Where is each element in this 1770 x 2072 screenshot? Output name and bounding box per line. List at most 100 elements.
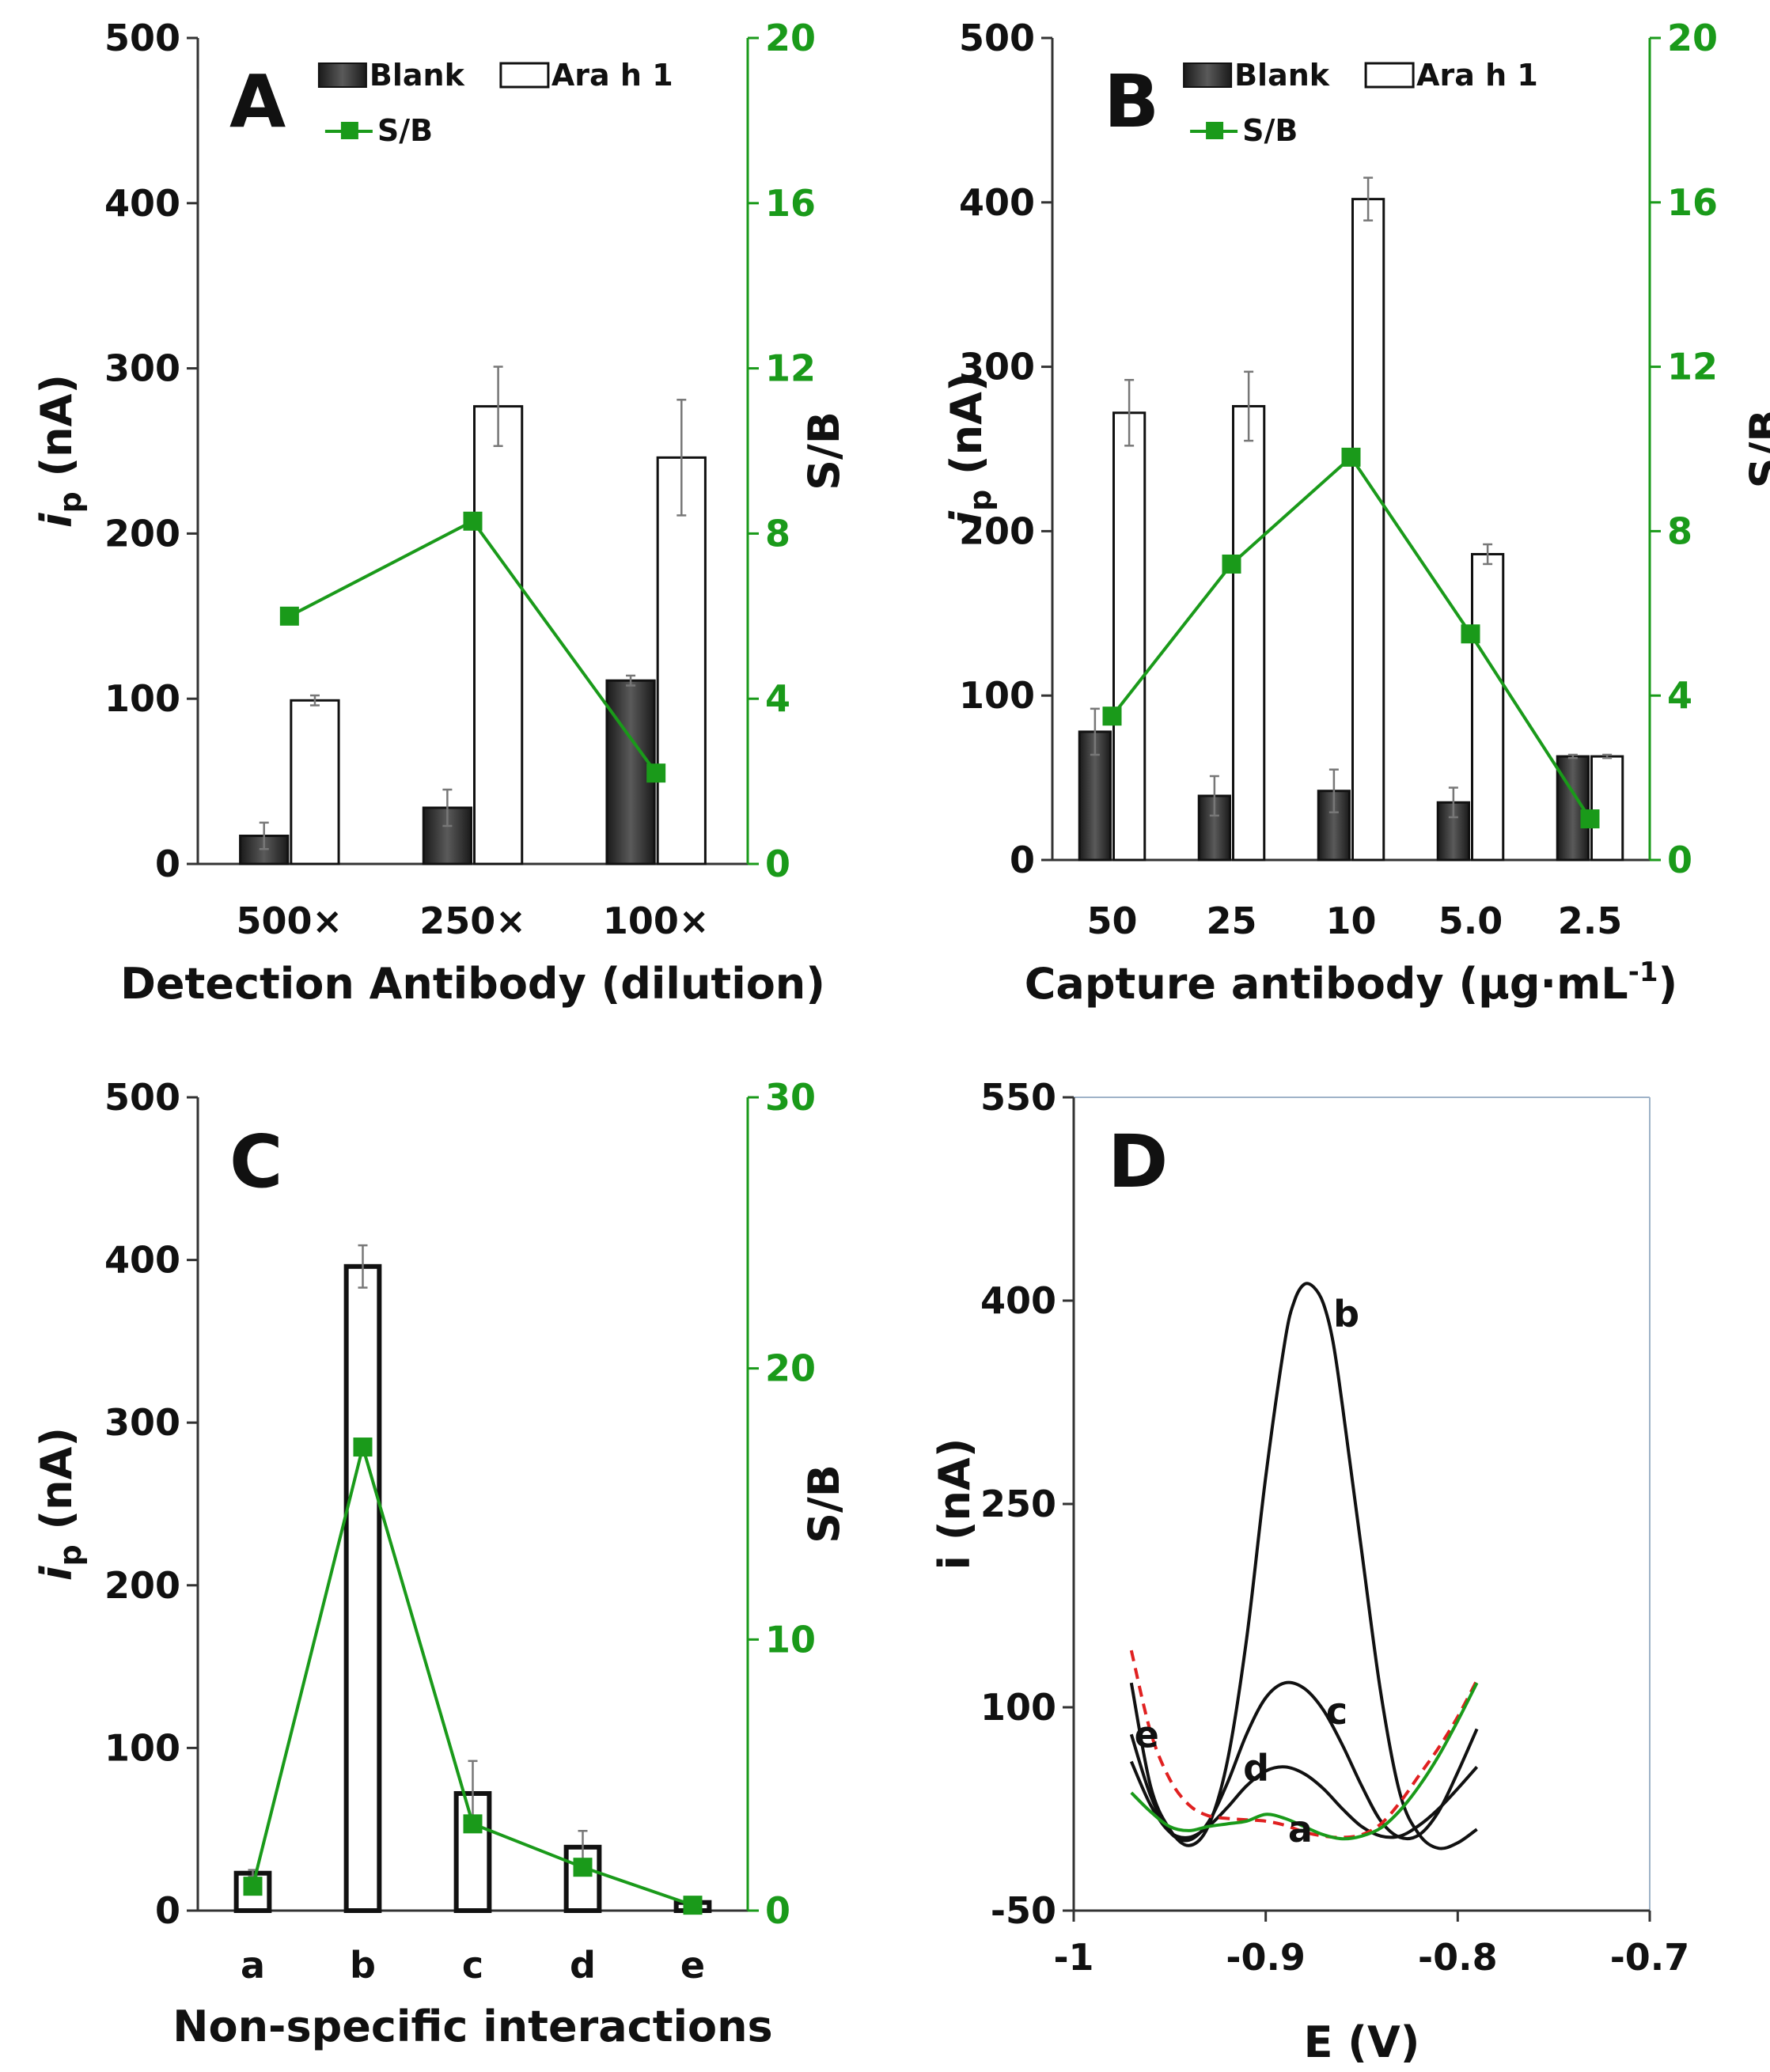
y2-tick-label: 8: [1667, 509, 1692, 552]
sb-marker-4: [683, 1896, 703, 1915]
panel-letter: C: [229, 1119, 283, 1204]
y-axis-label: i (nA): [930, 1438, 980, 1570]
sb-line: [288, 519, 658, 775]
x-axis-label-text: Non-specific interactions: [172, 2002, 772, 2051]
sb-marker-0: [279, 606, 299, 626]
y-tick-label: 100: [959, 674, 1035, 717]
y-tick-label: -50: [991, 1889, 1056, 1932]
y-axis-label: ip (nA): [32, 1427, 88, 1581]
y-tick-label: 100: [980, 1686, 1056, 1729]
y-tick-label: 400: [104, 182, 180, 225]
x-tick-label: a: [241, 1944, 265, 1987]
y-tick-label: 300: [104, 1401, 180, 1444]
y-axis-label: ip (nA): [942, 372, 998, 525]
y2-tick-label: 0: [765, 1889, 790, 1932]
curve-label-b: b: [1333, 1293, 1359, 1335]
bar-sample-0: [1112, 411, 1147, 862]
y-axis-label-var: i: [942, 510, 991, 526]
legend-swatch-sample: [499, 62, 550, 89]
y-tick-label: 300: [959, 346, 1035, 388]
sb-marker-0: [1102, 706, 1122, 726]
y-tick-label: 100: [104, 1726, 180, 1769]
x-axis-label-end: ): [1658, 959, 1678, 1009]
x-tick-label: -0.9: [1226, 1936, 1306, 1979]
y-axis-label-unit: (nA): [32, 374, 81, 491]
panel-letter: D: [1108, 1119, 1168, 1204]
y-tick-label: 500: [104, 1076, 180, 1119]
y2-tick-label: 0: [765, 843, 790, 885]
x-tick-label: d: [570, 1944, 596, 1987]
y2-tick-label: 16: [1667, 181, 1718, 224]
x-tick-label: b: [350, 1944, 376, 1987]
legend-label-blank: Blank: [370, 58, 465, 93]
y2-tick-label: 4: [1667, 674, 1692, 717]
x-tick-label: 250×: [419, 900, 526, 942]
y2-tick-label: 8: [765, 512, 790, 555]
y-tick-label: 300: [104, 347, 180, 390]
y-tick-label: 500: [104, 17, 180, 59]
sb-marker-4: [1580, 809, 1600, 829]
y-axis-label-var: i: [32, 1565, 81, 1581]
sb-marker-1: [1222, 554, 1241, 574]
y-axis-label-unit: (nA): [32, 1427, 81, 1544]
y-tick-label: 400: [959, 181, 1035, 224]
y-axis-label-var: i: [32, 512, 81, 528]
legend-label-sb: S/B: [1242, 113, 1298, 148]
y-tick-label: 200: [104, 1564, 180, 1607]
bar-sample-2: [656, 456, 707, 866]
sb-marker-2: [646, 763, 666, 783]
x-tick-label: 2.5: [1558, 900, 1623, 942]
panel-C: 0 100 200 300 400 500 0 10 20 30 a b c d e Cip (nA) S/B N…: [32, 1076, 849, 2051]
panel-D: -50 100 250 400 550 -1 -0.9 -0.8 -0.7 a b c d e Di (nA…: [930, 1076, 1689, 2067]
y-tick-label: 0: [1010, 839, 1035, 881]
x-tick-label: -0.7: [1610, 1936, 1690, 1979]
panel-letter: B: [1104, 59, 1159, 144]
curve-label-a: a: [1288, 1808, 1313, 1850]
y2-tick-label: 12: [1667, 346, 1718, 388]
x-tick-label: 25: [1206, 900, 1256, 942]
x-tick-label: 5.0: [1438, 900, 1503, 942]
y-axis-label-sub: p: [53, 491, 88, 513]
x-tick-label: 100×: [603, 900, 710, 942]
x-tick-label: 50: [1086, 900, 1137, 942]
y2-tick-label: 12: [765, 347, 816, 390]
y2-tick-label: 10: [765, 1618, 816, 1661]
y-tick-label: 250: [980, 1483, 1056, 1525]
bar-sample-1: [343, 1263, 382, 1913]
x-axis-label-text: Capture antibody (µg·mL: [1025, 959, 1628, 1009]
y2-axis-label: S/B: [799, 1464, 849, 1544]
bar-sample-1: [473, 405, 524, 866]
y2-tick-label: 4: [765, 677, 790, 720]
y-axis-label-sub: p: [53, 1544, 88, 1566]
curve-c: [1129, 1680, 1479, 1843]
y2-tick-label: 20: [1667, 17, 1718, 59]
y2-tick-label: 30: [765, 1076, 816, 1119]
legend-swatch-sample: [1364, 62, 1415, 89]
y-axis-label-unit: (nA): [942, 372, 991, 489]
y-axis-label-sub: p: [963, 490, 998, 511]
y2-tick-label: 0: [1667, 839, 1692, 881]
sb-line: [1110, 454, 1592, 820]
legend-swatch-blank: [317, 63, 367, 88]
legend-label-sb: S/B: [377, 113, 433, 148]
sb-marker-2: [463, 1814, 483, 1834]
x-axis-label: E (V): [1304, 2017, 1420, 2067]
bar-sample-4: [1590, 755, 1624, 862]
x-axis-label-text: Detection Antibody (dilution): [120, 959, 825, 1009]
y-tick-label: 200: [959, 509, 1035, 552]
x-tick-label: -0.8: [1418, 1936, 1498, 1979]
sb-marker-1: [353, 1438, 373, 1457]
x-axis-label: Non-specific interactions: [172, 2002, 772, 2051]
y-tick-label: 500: [959, 17, 1035, 59]
curve-label-d: d: [1243, 1747, 1269, 1790]
legend-swatch-sb-marker: [340, 122, 358, 139]
y2-axis-label: S/B: [1741, 410, 1770, 489]
y-tick-label: 400: [104, 1239, 180, 1282]
x-tick-label: 10: [1325, 900, 1376, 942]
legend-label-sample: Ara h 1: [1416, 58, 1538, 93]
y2-tick-label: 20: [765, 1347, 816, 1390]
sb-marker-3: [573, 1858, 593, 1877]
curve-b: [1129, 1282, 1478, 1850]
curve-label-c: c: [1326, 1690, 1347, 1733]
